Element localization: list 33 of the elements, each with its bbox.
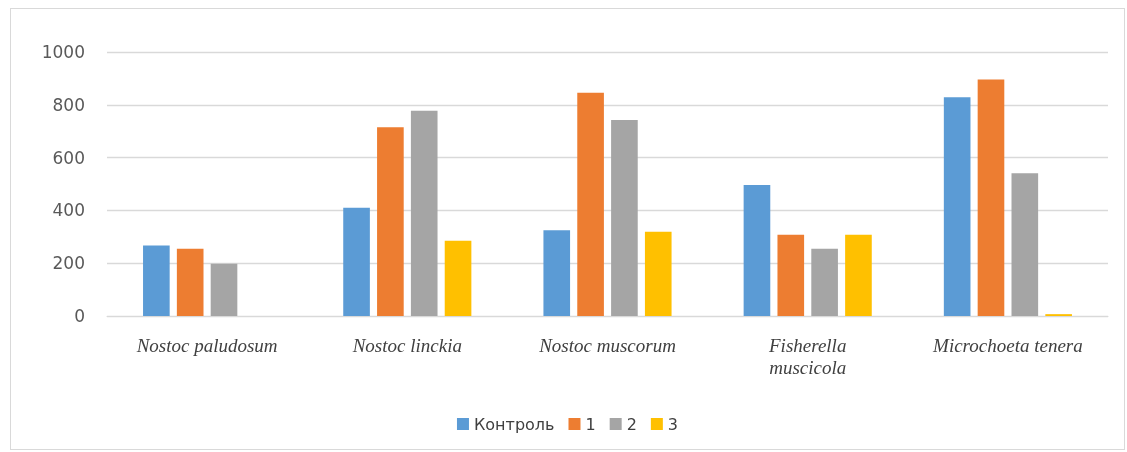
bar — [977, 79, 1005, 316]
bar — [210, 263, 238, 316]
y-tick-label: 600 — [52, 147, 85, 168]
x-tick-label: Nostoc muscorum — [538, 334, 676, 356]
bar — [943, 97, 971, 316]
x-tick-label: Fisherella muscicola — [768, 334, 847, 378]
bar — [343, 207, 370, 316]
bar — [143, 245, 170, 316]
y-tick-label: 0 — [74, 306, 85, 326]
x-tick-label: Nostoc paludosum — [135, 334, 278, 356]
bar — [743, 185, 771, 316]
y-tick-label: 800 — [52, 94, 85, 115]
bar — [444, 240, 472, 316]
bar — [543, 230, 571, 316]
y-tick-label: 400 — [52, 200, 85, 221]
bar — [845, 234, 872, 316]
legend-label: Контроль — [473, 414, 555, 434]
bar — [611, 120, 638, 316]
bar — [377, 127, 404, 316]
legend-label: 1 — [585, 414, 596, 434]
x-tick-label: Nostoc linckia — [351, 334, 462, 356]
legend-label: 3 — [667, 414, 679, 434]
x-tick-label: Microchoeta tenera — [932, 334, 1083, 356]
bar — [777, 234, 805, 316]
bar — [644, 231, 672, 316]
legend-label: 2 — [626, 414, 637, 434]
bar — [410, 110, 438, 316]
bar — [176, 248, 204, 316]
bar — [811, 248, 838, 316]
y-tick-label: 1000 — [41, 42, 85, 62]
y-tick-label: 200 — [52, 253, 85, 274]
bar — [577, 92, 604, 316]
bar — [1011, 173, 1039, 316]
